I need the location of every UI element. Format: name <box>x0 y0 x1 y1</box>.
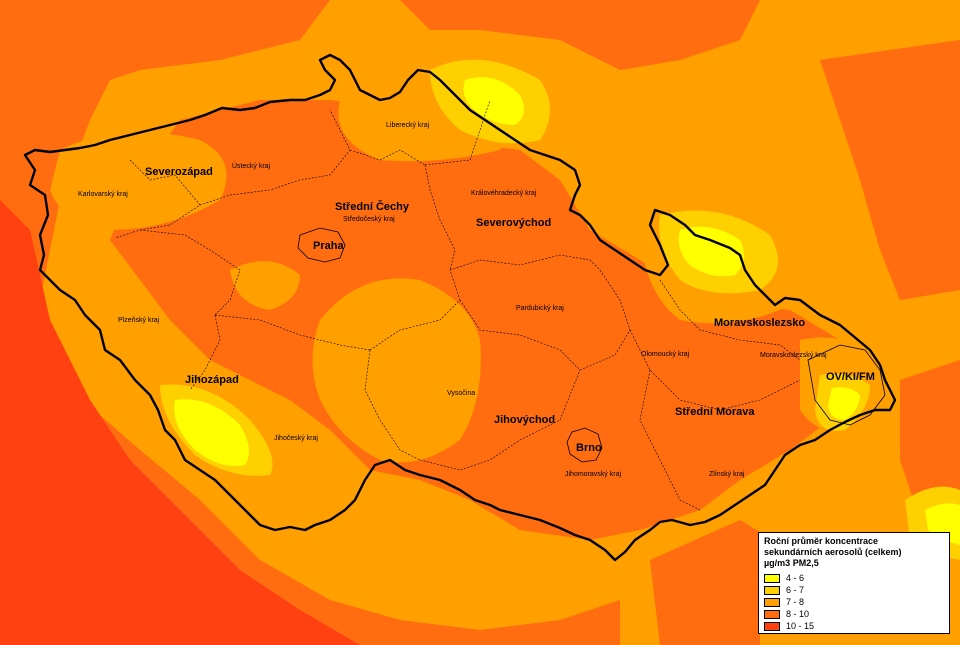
concentration-zone-8-10-northwest <box>0 0 330 150</box>
label-olomoucky-kraj: Olomoucký kraj <box>641 351 690 358</box>
legend-item-label: 7 - 8 <box>786 597 805 607</box>
boundary-jihomoravsky-zlinsky <box>639 369 701 511</box>
legend-item-label: 6 - 7 <box>786 585 805 595</box>
legend-title-line1: Roční průměr koncentrace <box>764 536 879 546</box>
legend-items: 4 - 6 6 - 7 7 - 8 8 - 10 10 - 15 <box>764 572 944 632</box>
legend-swatch <box>764 573 780 583</box>
boundary-vysocina-jihomoravsky <box>419 369 581 471</box>
concentration-zone-4-6-sumava <box>174 399 249 466</box>
boundary-kralovehradecky-pardubicky <box>449 254 601 271</box>
label-moravskoslezsky-kraj: Moravskoslezský kraj <box>760 352 827 359</box>
concentration-zone-4-6-jizera <box>463 77 524 125</box>
concentration-zone-7-8-northwest <box>50 132 227 230</box>
label-severovychod: Severovýchod <box>476 217 551 229</box>
concentration-zone-7-8-plzen <box>230 261 300 310</box>
map-legend: Roční průměr koncentrace sekundárních ae… <box>758 532 950 634</box>
label-severozapad: Severozápad <box>145 166 213 178</box>
legend-item-label: 4 - 6 <box>786 573 805 583</box>
label-vysocina: Vysočina <box>447 390 475 397</box>
concentration-zone-7-8-vysocina <box>312 278 481 463</box>
legend-item: 4 - 6 <box>764 572 944 584</box>
label-liberecky-kraj: Liberecký kraj <box>386 122 430 129</box>
label-stredni-morava: Střední Morava <box>675 406 755 418</box>
boundary-stredocesky-jihocesky <box>214 314 371 351</box>
boundary-liberecky-kralovehradecky <box>424 99 491 166</box>
label-brno: Brno <box>576 442 602 454</box>
legend-item: 6 - 7 <box>764 584 944 596</box>
boundary-stredocesky-kralovehradecky <box>424 164 456 271</box>
concentration-zone-8-10-north <box>400 0 760 70</box>
label-praha: Praha <box>313 240 344 252</box>
concentration-zone-8-10-east <box>820 40 960 300</box>
brno-boundary <box>566 427 603 463</box>
boundary-olomoucky-moravskoslezsky <box>659 279 801 361</box>
legend-item: 8 - 10 <box>764 608 944 620</box>
legend-swatch <box>764 597 780 607</box>
boundary-liberecky-stredocesky <box>349 149 426 166</box>
boundary-jihocesky-vysocina <box>364 349 421 461</box>
legend-item-label: 10 - 15 <box>786 621 815 631</box>
legend-title-line2: sekundárních aerosolů (celkem) <box>764 547 902 557</box>
concentration-zone-8-10-interior <box>110 100 860 540</box>
label-ov-ki-fm: OV/KI/FM <box>826 371 875 383</box>
label-jihomoravsky-kraj: Jihomoravský kraj <box>565 471 621 478</box>
label-ustecky-kraj: Ústecký kraj <box>232 161 271 170</box>
label-zlinsky-kraj: Zlínský kraj <box>709 471 745 478</box>
legend-item: 10 - 15 <box>764 620 944 632</box>
label-stredocesky-kraj: Středočeský kraj <box>343 216 395 223</box>
concentration-zone-10-15-southwest <box>0 200 360 645</box>
praha-boundary <box>297 227 346 263</box>
concentration-zone-4-6-southeast <box>925 503 960 545</box>
czech-republic-border <box>23 53 897 562</box>
label-stredni-cechy: Střední Čechy <box>335 200 410 213</box>
ov-ki-fm-boundary <box>807 344 886 426</box>
boundary-plzensky-stredocesky <box>139 229 241 316</box>
label-pardubicky-kraj: Pardubický kraj <box>516 305 564 312</box>
concentration-zone-4-6-beskydy <box>828 387 860 420</box>
concentration-zone-4-6-jeseniky <box>678 226 744 277</box>
legend-swatch <box>764 585 780 595</box>
label-moravskoslezsko: Moravskoslezsko <box>714 317 805 329</box>
legend-item: 7 - 8 <box>764 596 944 608</box>
legend-swatch <box>764 609 780 619</box>
boundary-stredocesky-vysocina <box>369 269 461 351</box>
label-karlovarsky-kraj: Karlovarský kraj <box>78 191 128 198</box>
label-jihocesky-kraj: Jihočeský kraj <box>274 435 318 442</box>
label-kralovehradecky-kraj: Královéhradecký kraj <box>471 190 537 197</box>
region-boundaries <box>114 99 801 511</box>
concentration-zone-8-10-south <box>650 520 760 645</box>
label-jihozapad: Jihozápad <box>185 374 239 386</box>
label-jihovychod: Jihovýchod <box>494 414 555 426</box>
legend-title-line3: µg/m3 PM2,5 <box>764 558 819 568</box>
label-plzensky-kraj: Plzeňský kraj <box>118 317 160 324</box>
concentration-zone-8-10-southeast <box>900 360 960 520</box>
legend-swatch <box>764 621 780 631</box>
legend-item-label: 8 - 10 <box>786 609 810 619</box>
city-boundaries <box>297 227 886 463</box>
boundary-plzensky-jihocesky <box>189 314 221 391</box>
